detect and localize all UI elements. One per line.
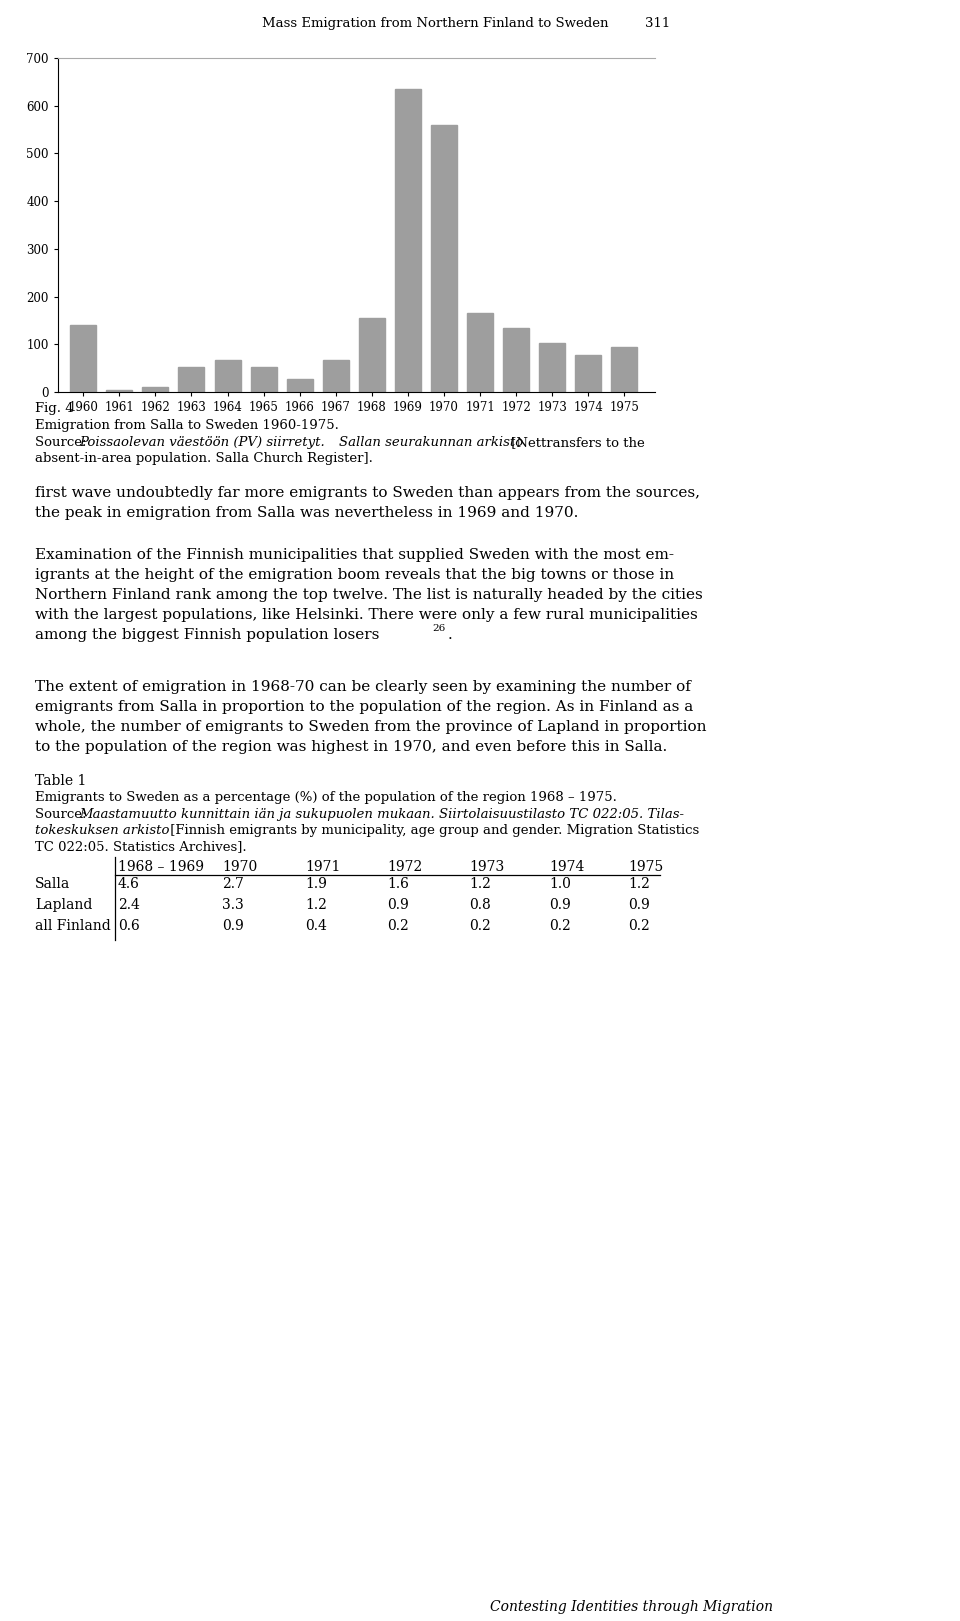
Text: Examination of the Finnish municipalities that supplied Sweden with the most em-: Examination of the Finnish municipalitie… (35, 548, 674, 562)
Text: The extent of emigration in 1968-70 can be clearly seen by examining the number : The extent of emigration in 1968-70 can … (35, 679, 691, 694)
Bar (612, 347, 637, 392)
Text: 0.8: 0.8 (469, 898, 491, 913)
Text: absent-in-area population. Salla Church Register].: absent-in-area population. Salla Church … (35, 452, 372, 465)
Text: 4.6: 4.6 (118, 877, 140, 892)
Text: 0.2: 0.2 (387, 919, 409, 934)
Bar (395, 89, 420, 392)
Text: the peak in emigration from Salla was nevertheless in 1969 and 1970.: the peak in emigration from Salla was ne… (35, 506, 578, 520)
Text: 1.2: 1.2 (305, 898, 326, 913)
Text: tokeskuksen arkisto: tokeskuksen arkisto (35, 823, 170, 836)
Text: 1972: 1972 (387, 861, 422, 874)
Text: 1.9: 1.9 (305, 877, 326, 892)
Text: 1.2: 1.2 (628, 877, 650, 892)
Text: [Finnish emigrants by municipality, age group and gender. Migration Statistics: [Finnish emigrants by municipality, age … (166, 823, 699, 836)
Text: 2.7: 2.7 (222, 877, 244, 892)
Text: 0.6: 0.6 (118, 919, 140, 934)
Text: 0.9: 0.9 (387, 898, 409, 913)
Text: 2.4: 2.4 (118, 898, 140, 913)
Text: 0.2: 0.2 (469, 919, 491, 934)
Bar (70, 326, 96, 392)
Bar (575, 355, 601, 392)
Text: emigrants from Salla in proportion to the population of the region. As in Finlan: emigrants from Salla in proportion to th… (35, 700, 693, 713)
Text: Maastamuutto kunnittain iän ja sukupuolen mukaan. Siirtolaisuustilasto TC 022:05: Maastamuutto kunnittain iän ja sukupuole… (79, 807, 684, 820)
Text: 1.0: 1.0 (549, 877, 571, 892)
Bar (107, 389, 132, 392)
Bar (503, 327, 529, 392)
Bar (359, 318, 385, 392)
Bar (251, 368, 276, 392)
Text: first wave undoubtedly far more emigrants to Sweden than appears from the source: first wave undoubtedly far more emigrant… (35, 486, 700, 499)
Text: Salla: Salla (35, 877, 70, 892)
Text: 1973: 1973 (469, 861, 504, 874)
Text: 1975: 1975 (628, 861, 663, 874)
Text: Sallan seurakunnan arkisto: Sallan seurakunnan arkisto (339, 436, 523, 449)
Text: all Finland: all Finland (35, 919, 110, 934)
Text: 1.2: 1.2 (469, 877, 491, 892)
Bar (287, 379, 313, 392)
Text: 0.9: 0.9 (628, 898, 650, 913)
Text: whole, the number of emigrants to Sweden from the province of Lapland in proport: whole, the number of emigrants to Sweden… (35, 720, 707, 734)
Text: TC 022:05. Statistics Archives].: TC 022:05. Statistics Archives]. (35, 840, 247, 853)
Text: .: . (448, 627, 453, 642)
Text: 1968 – 1969: 1968 – 1969 (118, 861, 204, 874)
Text: Poissaolevan väestöön (PV) siirretyt.: Poissaolevan väestöön (PV) siirretyt. (79, 436, 329, 449)
Text: to the population of the region was highest in 1970, and even before this in Sal: to the population of the region was high… (35, 741, 667, 754)
Text: Source:: Source: (35, 807, 91, 820)
Text: with the largest populations, like Helsinki. There were only a few rural municip: with the largest populations, like Helsi… (35, 608, 698, 622)
Bar (540, 344, 565, 392)
Text: 1.6: 1.6 (387, 877, 409, 892)
Bar (214, 360, 241, 392)
Text: 0.4: 0.4 (305, 919, 326, 934)
Text: 1970: 1970 (222, 861, 257, 874)
Text: Table 1: Table 1 (35, 773, 86, 788)
Text: 311: 311 (645, 16, 670, 31)
Text: Source:: Source: (35, 436, 91, 449)
Text: 3.3: 3.3 (222, 898, 244, 913)
Text: Fig. 4: Fig. 4 (35, 402, 74, 415)
Text: Emigration from Salla to Sweden 1960-1975.: Emigration from Salla to Sweden 1960-197… (35, 418, 339, 433)
Text: 0.9: 0.9 (549, 898, 571, 913)
Text: Contesting Identities through Migration: Contesting Identities through Migration (490, 1600, 773, 1615)
Text: 1971: 1971 (305, 861, 341, 874)
Text: 26: 26 (432, 624, 445, 632)
Bar (179, 368, 204, 392)
Text: igrants at the height of the emigration boom reveals that the big towns or those: igrants at the height of the emigration … (35, 567, 674, 582)
Text: 1974: 1974 (549, 861, 585, 874)
Bar (142, 387, 168, 392)
Bar (323, 360, 348, 392)
Bar (431, 125, 457, 392)
Text: Mass Emigration from Northern Finland to Sweden: Mass Emigration from Northern Finland to… (262, 16, 609, 31)
Bar (468, 313, 493, 392)
Text: [Nettransfers to the: [Nettransfers to the (507, 436, 645, 449)
Text: Northern Finland rank among the top twelve. The list is naturally headed by the : Northern Finland rank among the top twel… (35, 588, 703, 601)
Text: among the biggest Finnish population losers: among the biggest Finnish population los… (35, 627, 379, 642)
Text: 0.2: 0.2 (549, 919, 571, 934)
Text: 0.9: 0.9 (222, 919, 244, 934)
Text: Emigrants to Sweden as a percentage (%) of the population of the region 1968 – 1: Emigrants to Sweden as a percentage (%) … (35, 791, 617, 804)
Text: 0.2: 0.2 (628, 919, 650, 934)
Text: Lapland: Lapland (35, 898, 92, 913)
